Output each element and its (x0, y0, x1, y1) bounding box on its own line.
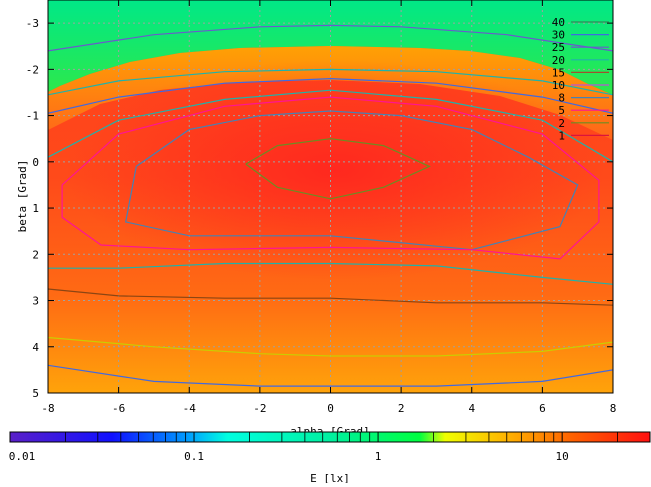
legend-label: 40 (552, 16, 565, 29)
colorbar-ticks (9, 432, 651, 442)
axis-ticks (47, 0, 614, 394)
legend-label: 30 (552, 29, 565, 42)
colorbar-tick-label: 10 (556, 450, 569, 463)
colorbar-label: E [lx] (310, 472, 350, 483)
y-tick-label: 5 (32, 387, 39, 400)
heatmap-green-region (48, 0, 613, 95)
y-tick-label: -1 (26, 110, 39, 123)
contour-line-10 (61, 96, 600, 260)
y-tick-label: 4 (32, 341, 39, 354)
contour-line-15 (125, 110, 579, 251)
contour-line-25 (48, 262, 613, 285)
x-tick-label: -6 (112, 402, 125, 415)
x-tick-label: -8 (41, 402, 54, 415)
x-tick-label: 8 (610, 402, 617, 415)
colorbar-tick-labels: 0.01 0.1 1 10 (9, 450, 569, 463)
x-tick-labels: -8 -6 -4 -2 0 2 4 6 8 (41, 402, 616, 415)
contour-line-5 (48, 364, 613, 387)
legend-label: 20 (552, 54, 565, 67)
colorbar: 0.01 0.1 1 10 E [lx] (9, 431, 651, 485)
plot-area (48, 0, 613, 393)
x-tick-label: -4 (183, 402, 197, 415)
colorbar-gradient (10, 432, 650, 442)
colorbar-tick-label: 0.1 (184, 450, 204, 463)
colorbar-tick-label: 1 (375, 450, 382, 463)
y-tick-label: 2 (32, 248, 39, 261)
contour-line-2 (48, 68, 613, 96)
y-tick-label: 3 (32, 295, 39, 308)
y-tick-label: -2 (26, 63, 39, 76)
legend-label: 25 (552, 41, 565, 54)
contour-line-5 (48, 77, 613, 114)
y-tick-label: -3 (26, 17, 39, 30)
legend-label: 15 (552, 66, 565, 79)
x-tick-label: 4 (468, 402, 475, 415)
contour-line-8 (48, 89, 613, 163)
legend-label: 10 (552, 79, 565, 92)
x-tick-label: 6 (539, 402, 546, 415)
contour-line-30 (48, 288, 613, 306)
y-tick-labels: -3 -2 -1 0 1 2 3 4 5 (26, 17, 40, 400)
contour-lines (48, 24, 613, 387)
colorbar-tick-label: 0.01 (9, 450, 36, 463)
contour-line-1 (48, 24, 613, 52)
legend-label: 8 (558, 92, 565, 105)
x-tick-label: 0 (327, 402, 334, 415)
legend-label: 1 (558, 129, 565, 142)
legend-label: 2 (558, 117, 565, 130)
contour-line-20 (245, 138, 431, 200)
y-tick-label: 0 (32, 156, 39, 169)
x-tick-label: 2 (398, 402, 405, 415)
y-axis-label: beta [Grad] (16, 160, 29, 233)
y-tick-label: 1 (32, 202, 39, 215)
legend-label: 5 (558, 104, 565, 117)
contour-line-40 (48, 336, 613, 357)
x-tick-label: -2 (253, 402, 266, 415)
